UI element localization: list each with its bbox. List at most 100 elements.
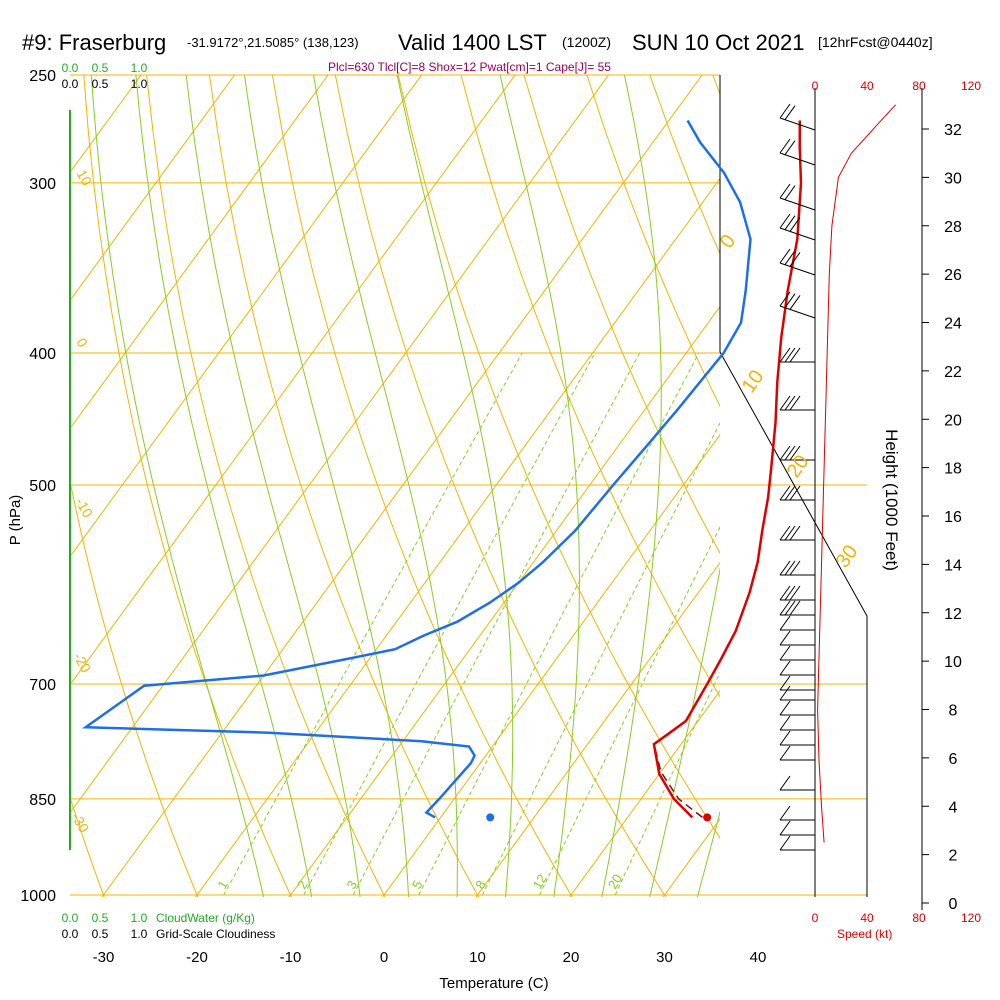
barb-feather — [789, 600, 801, 616]
height-tick-label: 16 — [944, 509, 962, 526]
mixing-ratio-lines: 1 2 3 5 8 12 20 — [214, 352, 720, 896]
barb-feather — [779, 138, 791, 154]
wind-barb — [779, 213, 816, 241]
barb-staff — [779, 262, 816, 276]
wind-barb — [779, 485, 815, 501]
barb-staff — [779, 117, 816, 131]
speed-scale-bottom: 80 — [912, 911, 926, 925]
height-tick-label: 6 — [949, 751, 958, 768]
barb-feather — [784, 185, 796, 200]
pressure-tick-label: 300 — [29, 176, 56, 193]
height-tick-label: 20 — [944, 412, 962, 429]
valid-date: SUN 10 Oct 2021 — [632, 30, 804, 55]
barb-feather — [779, 291, 791, 307]
isotherm-line — [101, 75, 703, 897]
wind-barb — [779, 745, 815, 761]
height-tick-label: 12 — [944, 606, 962, 623]
wind-barb — [779, 645, 815, 661]
barb-feather — [779, 445, 791, 461]
barb-feather — [779, 615, 791, 631]
isotherm-label-right: 30 — [832, 541, 863, 572]
dewpoint-trace — [81, 119, 752, 819]
moist-adiabat — [312, 75, 458, 897]
barb-feather — [779, 183, 791, 199]
height-tick-label: 22 — [944, 364, 962, 381]
isotherm-line — [70, 75, 423, 558]
barb-feather — [779, 675, 791, 691]
wind-barb — [779, 615, 815, 631]
barb-feather — [779, 660, 791, 676]
cloudiness-scale-bottom: 1.0 — [131, 927, 148, 941]
barb-feather — [779, 835, 791, 851]
barb-feather — [779, 715, 791, 731]
wind-barb — [779, 291, 816, 319]
barb-feather — [779, 645, 791, 661]
barb-feather — [779, 630, 791, 646]
height-tick-label: 32 — [944, 122, 962, 139]
barb-feather — [779, 103, 791, 119]
barb-feather — [779, 700, 791, 716]
x-tick-label: -10 — [280, 949, 302, 966]
cloudiness-scale-top: 0.5 — [92, 77, 109, 91]
isotherm-line — [70, 75, 610, 814]
barb-feather — [789, 395, 801, 411]
dry-adiabat — [70, 795, 105, 897]
height-tick-label: 28 — [944, 219, 962, 236]
cloudwater-scale-bottom: 0.5 — [92, 911, 109, 925]
isotherm-line — [0, 0, 50, 924]
cloudiness-scale-bottom: 0.0 — [62, 927, 79, 941]
barb-feather — [779, 347, 791, 363]
isotherm-line — [0, 0, 144, 924]
mixing-ratio-label: 1 — [214, 878, 231, 892]
isotherm-line — [288, 305, 720, 897]
wind-barb — [779, 347, 815, 363]
wind-barb — [779, 820, 815, 836]
height-tick-label: 18 — [944, 461, 962, 478]
wind-barb — [779, 700, 815, 716]
cloudiness-scale-top: 0.0 — [62, 77, 79, 91]
dry-adiabat — [397, 75, 720, 839]
wind-barb — [779, 685, 815, 701]
moist-adiabat — [185, 75, 361, 897]
moist-adiabat — [135, 75, 313, 897]
speed-scale-top: 40 — [860, 79, 874, 93]
forecast-info: [12hrFcst@0440z] — [818, 34, 933, 50]
wind-barbs — [779, 103, 816, 851]
x-tick-label: 20 — [563, 949, 580, 966]
speed-scale-top: 80 — [912, 79, 926, 93]
speed-scale-bottom: 120 — [961, 911, 981, 925]
cloudwater-label: CloudWater (g/Kg) — [156, 911, 255, 925]
moist-adiabat — [396, 75, 514, 897]
pressure-tick-label: 500 — [29, 478, 56, 495]
height-tick-label: 0 — [949, 896, 958, 913]
speed-scale-bottom: 40 — [860, 911, 874, 925]
barb-feather — [784, 585, 796, 601]
barb-feather — [779, 248, 791, 264]
barb-feather — [784, 485, 796, 501]
isotherm-label: -30 — [68, 810, 92, 836]
isotherm-label: -10 — [72, 495, 96, 521]
barb-feather — [784, 140, 796, 155]
dry-adiabat — [0, 0, 20, 924]
height-tick-label: 26 — [944, 267, 962, 284]
isobar-lines — [70, 74, 867, 896]
surface-dewpoint-dot — [486, 813, 495, 822]
moist-adiabat — [601, 75, 662, 897]
moist-adiabat — [696, 810, 720, 897]
cloudwater-scale-top: 0.0 — [62, 61, 79, 75]
isotherm-label: 10 — [74, 167, 96, 189]
x-tick-label: 0 — [380, 949, 388, 966]
barb-feather — [784, 250, 796, 265]
speed-scale-bottom: 0 — [812, 911, 819, 925]
dry-adiabat-lines — [0, 0, 720, 924]
isotherm-line — [194, 177, 720, 897]
wind-barb — [779, 600, 815, 616]
barb-feather — [789, 525, 801, 541]
height-tick-label: 2 — [949, 848, 958, 865]
x-tick-label: 40 — [750, 949, 767, 966]
barb-feather — [779, 213, 791, 229]
barb-feather — [789, 347, 801, 363]
wind-barb — [779, 660, 815, 676]
pressure-tick-label: 250 — [29, 68, 56, 85]
